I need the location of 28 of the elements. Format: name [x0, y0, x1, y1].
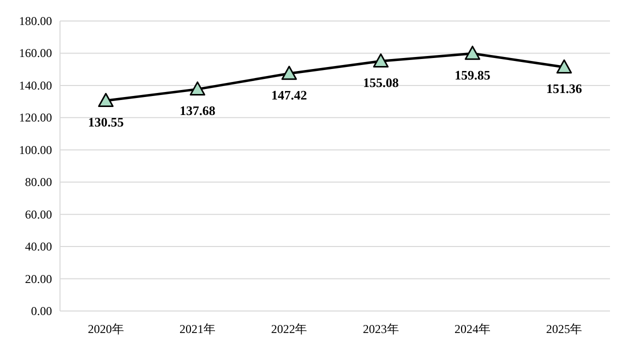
data-label: 155.08 — [362, 75, 400, 90]
y-tick-label: 80.00 — [25, 175, 52, 190]
point — [556, 59, 572, 74]
data-label: 151.36 — [546, 81, 583, 96]
x-tick-label: 2025年 — [546, 322, 582, 336]
y-tick-label: 60.00 — [25, 207, 52, 222]
point — [373, 53, 389, 68]
x-tick-label: 2021年 — [180, 322, 216, 336]
y-tick-label: 140.00 — [19, 78, 52, 92]
point — [281, 66, 297, 80]
x-tick-label: 2024年 — [454, 322, 490, 336]
x-tick-label: 2022年 — [271, 322, 308, 336]
y-tick-label: 160.00 — [19, 46, 52, 60]
data-label: 159.85 — [454, 67, 491, 82]
y-tick-label: 120.00 — [19, 110, 52, 125]
y-tick-label: 20.00 — [25, 272, 52, 286]
x-tick-label: 2023年 — [362, 322, 399, 336]
y-tick-label: 0.00 — [31, 304, 52, 318]
data-label: 137.68 — [180, 103, 216, 118]
y-tick-label: 40.00 — [25, 240, 52, 254]
point — [190, 81, 206, 96]
y-tick-label: 180.00 — [19, 14, 52, 28]
data-label: 147.42 — [271, 87, 308, 102]
point — [464, 46, 480, 60]
x-tick-label: 2020年 — [88, 322, 124, 336]
point — [98, 92, 114, 108]
y-tick-label: 100.00 — [19, 142, 52, 157]
data-label: 130.55 — [88, 114, 124, 130]
